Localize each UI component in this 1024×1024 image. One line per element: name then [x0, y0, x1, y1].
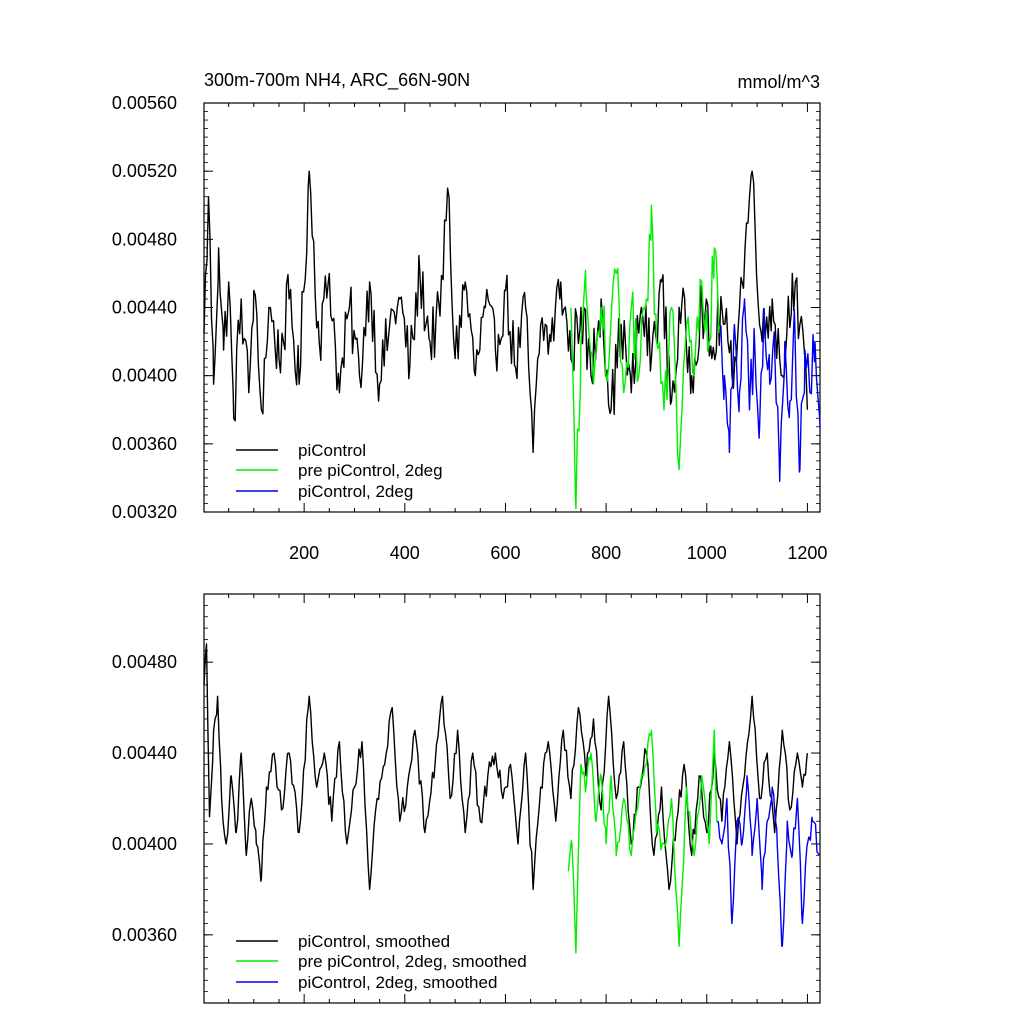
legend-picontrol-2deg: piControl, 2deg	[298, 482, 413, 501]
series-line-picontrol-smoothed	[203, 643, 809, 891]
top-plot-frame	[203, 102, 821, 513]
x-tick-label: 200	[289, 543, 319, 563]
x-tick-label: 600	[490, 543, 520, 563]
y-tick-label: 0.00400	[112, 834, 177, 854]
units-label: mmol/m^3	[738, 72, 820, 92]
legend-pre-picontrol-smoothed: pre piControl, 2deg, smoothed	[298, 952, 527, 971]
x-tick-label: 1200	[787, 543, 827, 563]
y-tick-label: 0.00440	[112, 743, 177, 763]
y-tick-label: 0.00480	[112, 229, 177, 249]
series-line-picontrol-2deg	[718, 298, 821, 482]
y-tick-label: 0.00360	[112, 434, 177, 454]
bottom-panel: 0.00480 0.00440 0.00400 0.00360 piControl, …	[112, 593, 821, 1004]
chart-title: 300m-700m NH4, ARC_66N-90N	[204, 70, 470, 91]
top-panel: 300m-700m NH4, ARC_66N-90N mmol/m^3 0.00…	[112, 70, 828, 563]
series-line-pre-picontrol-2deg-smoothed	[567, 729, 718, 954]
series-line-pre-picontrol-2deg	[570, 204, 720, 510]
y-tick-label: 0.00360	[112, 925, 177, 945]
y-tick-label: 0.00560	[112, 93, 177, 113]
y-tick-label: 0.00440	[112, 298, 177, 318]
top-legend: piControl pre piControl, 2deg piControl,…	[236, 441, 443, 501]
legend-pre-picontrol: pre piControl, 2deg	[298, 461, 443, 480]
legend-picontrol-smoothed: piControl, smoothed	[298, 932, 450, 951]
bottom-legend: piControl, smoothed pre piControl, 2deg,…	[236, 932, 527, 992]
legend-picontrol-2deg-smoothed: piControl, 2deg, smoothed	[298, 973, 497, 992]
y-tick-label: 0.00520	[112, 161, 177, 181]
legend-picontrol: piControl	[298, 441, 366, 460]
y-tick-label: 0.00480	[112, 652, 177, 672]
series-line-picontrol-2deg-smoothed	[716, 775, 821, 947]
x-tick-label: 800	[591, 543, 621, 563]
y-tick-label: 0.00400	[112, 366, 177, 386]
x-tick-label: 400	[390, 543, 420, 563]
y-tick-label: 0.00320	[112, 502, 177, 522]
series-line-picontrol	[203, 170, 809, 454]
x-tick-label: 1000	[687, 543, 727, 563]
